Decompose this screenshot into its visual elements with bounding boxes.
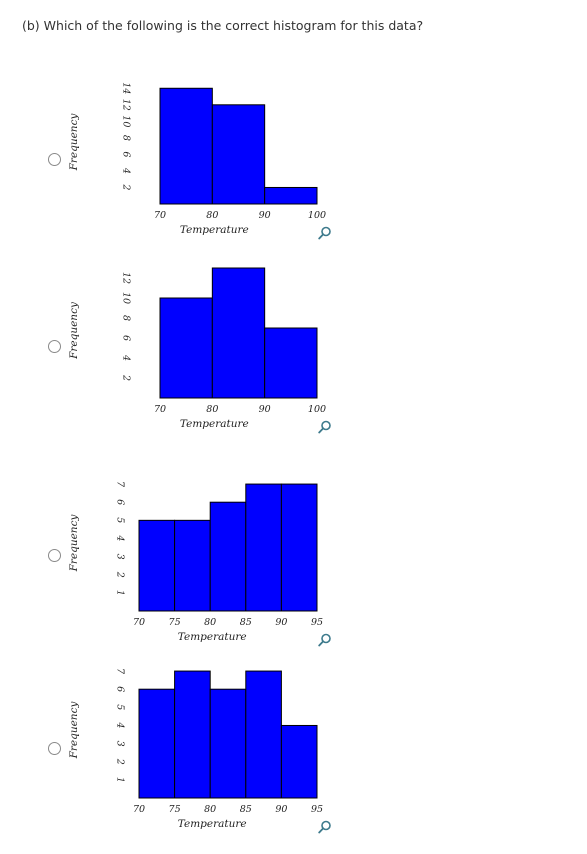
- y-tick-label: 4: [115, 721, 126, 728]
- x-tick-label: 90: [275, 617, 287, 628]
- y-tick-label: 6: [115, 686, 126, 692]
- option-2-radio[interactable]: [48, 340, 61, 353]
- y-tick-label: 5: [115, 704, 126, 710]
- histogram-bar: [245, 670, 282, 799]
- y-tick-label: 5: [115, 517, 126, 523]
- x-tick-label: 95: [311, 617, 323, 628]
- histogram-bar: [174, 519, 211, 612]
- answer-option-1: 70 80 90 100 2 4 6 8 10 12 14 Temperature Frequency: [0, 70, 587, 255]
- zoom-icon[interactable]: [318, 633, 332, 647]
- x-tick-label: 80: [204, 617, 216, 628]
- histogram-bar: [138, 519, 176, 612]
- y-tick-label: 2: [121, 183, 132, 190]
- histogram-bar: [138, 688, 176, 799]
- y-tick-label: 10: [121, 115, 132, 127]
- option-1-radio[interactable]: [48, 153, 61, 166]
- histogram-bar: [209, 501, 247, 612]
- y-axis-label: Frequency: [68, 514, 80, 573]
- x-tick-label: 75: [169, 617, 181, 628]
- histogram-3: 70 75 80 85 90 95 1 2 3 4 5 6 7 Temperature Frequency: [68, 481, 323, 643]
- y-tick-label: 2: [121, 374, 132, 381]
- histogram-4: 70 75 80 85 90 95 1 2 3 4 5 6 7 Temperature Frequency: [68, 668, 323, 830]
- x-tick-label: 100: [308, 210, 326, 221]
- histogram-bar: [209, 688, 247, 799]
- histogram-bar: [245, 483, 282, 612]
- x-tick-label: 80: [206, 210, 218, 221]
- x-tick-label: 95: [311, 804, 323, 815]
- histogram-bar: [159, 87, 213, 205]
- answer-option-3: 70 75 80 85 90 95 1 2 3 4 5 6 7 Temperature Frequency: [0, 465, 587, 650]
- y-axis-label: Frequency: [68, 301, 80, 360]
- y-tick-label: 4: [121, 354, 132, 361]
- x-tick-label: 85: [240, 617, 252, 628]
- y-tick-label: 1: [115, 590, 126, 596]
- y-tick-label: 4: [121, 167, 132, 174]
- x-tick-label: 90: [259, 404, 271, 415]
- x-tick-label: 85: [240, 804, 252, 815]
- y-axis-label: Frequency: [68, 113, 80, 172]
- x-tick-label: 100: [308, 404, 326, 415]
- histogram-1: 70 80 90 100 2 4 6 8 10 12 14 Temperature Frequency: [68, 82, 326, 236]
- y-tick-label: 12: [121, 272, 132, 284]
- x-axis-label: Temperature: [178, 818, 247, 830]
- y-tick-label: 2: [115, 758, 126, 765]
- histogram-2: 70 80 90 100 2 4 6 8 10 12 Temperature Frequency: [68, 267, 326, 430]
- histogram-bar: [174, 670, 211, 799]
- y-tick-label: 10: [121, 292, 132, 304]
- histogram-bar: [159, 297, 213, 399]
- y-tick-label: 6: [121, 151, 132, 157]
- answer-option-4: 70 75 80 85 90 95 1 2 3 4 5 6 7 Temperature Frequency: [0, 654, 587, 839]
- histogram-bar: [264, 186, 318, 205]
- x-axis-label: Temperature: [180, 418, 249, 430]
- histogram-bar: [264, 327, 318, 399]
- answer-option-2: 70 80 90 100 2 4 6 8 10 12 Temperature Frequency: [0, 258, 587, 443]
- y-tick-label: 6: [115, 499, 126, 505]
- y-tick-label: 3: [115, 741, 126, 747]
- x-tick-label: 70: [133, 617, 145, 628]
- y-tick-label: 2: [115, 571, 126, 578]
- x-tick-label: 70: [133, 804, 145, 815]
- y-tick-label: 3: [115, 554, 126, 560]
- histogram-bar: [280, 483, 318, 612]
- zoom-icon[interactable]: [318, 820, 332, 834]
- y-tick-label: 12: [121, 99, 132, 111]
- option-4-radio[interactable]: [48, 742, 61, 755]
- x-tick-label: 90: [259, 210, 271, 221]
- x-tick-label: 80: [206, 404, 218, 415]
- question-text: (b) Which of the following is the correc…: [22, 18, 424, 33]
- y-tick-label: 6: [121, 335, 132, 341]
- y-tick-label: 14: [121, 82, 132, 94]
- x-tick-label: 80: [204, 804, 216, 815]
- histogram-bar: [211, 267, 266, 399]
- y-tick-label: 8: [121, 135, 132, 141]
- histogram-bar: [211, 104, 266, 205]
- x-tick-label: 75: [169, 804, 181, 815]
- y-tick-label: 8: [121, 315, 132, 321]
- x-tick-label: 70: [154, 404, 166, 415]
- y-tick-label: 4: [115, 534, 126, 541]
- histogram-bar: [280, 724, 318, 799]
- x-axis-label: Temperature: [178, 631, 247, 643]
- option-3-radio[interactable]: [48, 549, 61, 562]
- x-tick-label: 90: [275, 804, 287, 815]
- x-axis-label: Temperature: [180, 224, 249, 236]
- zoom-icon[interactable]: [318, 226, 332, 240]
- zoom-icon[interactable]: [318, 420, 332, 434]
- y-axis-label: Frequency: [68, 701, 80, 760]
- y-tick-label: 7: [115, 481, 126, 488]
- y-tick-label: 7: [115, 668, 126, 675]
- y-tick-label: 1: [115, 777, 126, 783]
- x-tick-label: 70: [154, 210, 166, 221]
